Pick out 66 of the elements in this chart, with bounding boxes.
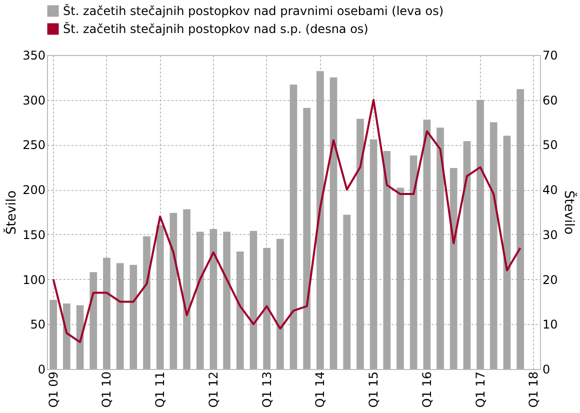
x-tick-label: Q1 18	[526, 372, 541, 408]
y2-tick-label: 30	[542, 228, 558, 242]
x-tick-label: Q1 11	[153, 372, 168, 408]
bar	[316, 71, 324, 369]
y-tick-label: 100	[22, 272, 46, 287]
bar	[503, 136, 511, 369]
bar	[356, 118, 364, 369]
legend-label: Št. začetih stečajnih postopkov nad s.p. (desna os)	[63, 21, 368, 36]
bar	[423, 120, 431, 369]
y-tick-label: 150	[22, 228, 46, 242]
y-tick-label: 350	[22, 48, 46, 62]
bar	[196, 232, 204, 369]
x-tick-label: Q1 09	[46, 372, 60, 408]
bar	[263, 248, 270, 369]
bar	[290, 84, 298, 369]
bar	[223, 232, 230, 369]
bar	[63, 304, 70, 369]
bar	[183, 209, 190, 369]
bar	[250, 230, 258, 369]
bar	[410, 155, 418, 369]
bar	[490, 122, 498, 369]
bar	[90, 272, 98, 369]
bar	[50, 300, 58, 369]
y2-tick-label: 50	[542, 138, 558, 152]
x-tick-label: Q1 12	[206, 372, 220, 408]
bar	[156, 225, 164, 369]
y-tick-label: 300	[22, 93, 46, 108]
y-tick-label: 0	[38, 362, 46, 376]
y2-tick-label: 0	[542, 362, 550, 376]
bar	[396, 188, 404, 369]
x-tick-label: Q1 10	[100, 372, 114, 408]
y2-axis-title: Število	[560, 190, 578, 235]
bar	[103, 258, 110, 369]
line-series	[52, 98, 522, 344]
y2-tick-label: 40	[542, 183, 558, 198]
bar	[236, 251, 244, 369]
legend-label: Št. začetih stečajnih postopkov nad pravnimi osebami (leva os)	[63, 3, 444, 18]
x-tick-label: Q1 17	[473, 372, 488, 408]
y-tick-label: 200	[22, 183, 46, 198]
bar	[303, 108, 311, 369]
bar	[450, 168, 458, 369]
x-tick-label: Q1 16	[420, 372, 434, 408]
y2-tick-label: 10	[542, 318, 558, 332]
bar	[210, 229, 218, 369]
bar	[463, 141, 471, 369]
bar	[516, 89, 524, 369]
bar	[143, 236, 150, 369]
bar	[343, 214, 351, 369]
bar	[276, 238, 284, 369]
x-tick-label: Q1 15	[366, 372, 381, 408]
bar	[476, 100, 484, 369]
bar	[170, 212, 178, 369]
y2-tick-label: 70	[542, 48, 558, 62]
y-tick-label: 50	[30, 318, 46, 332]
bar	[370, 139, 378, 369]
bar	[383, 150, 391, 369]
y2-tick-label: 60	[542, 93, 558, 108]
bar	[116, 263, 124, 369]
bar	[130, 264, 138, 369]
y2-tick-label: 20	[542, 272, 558, 287]
x-tick-label: Q1 13	[260, 372, 274, 408]
bar	[330, 77, 338, 369]
x-tick-label: Q1 14	[313, 372, 328, 408]
bar	[436, 128, 444, 369]
y-axis-title: Število	[2, 190, 20, 235]
y-tick-label: 250	[22, 138, 46, 152]
